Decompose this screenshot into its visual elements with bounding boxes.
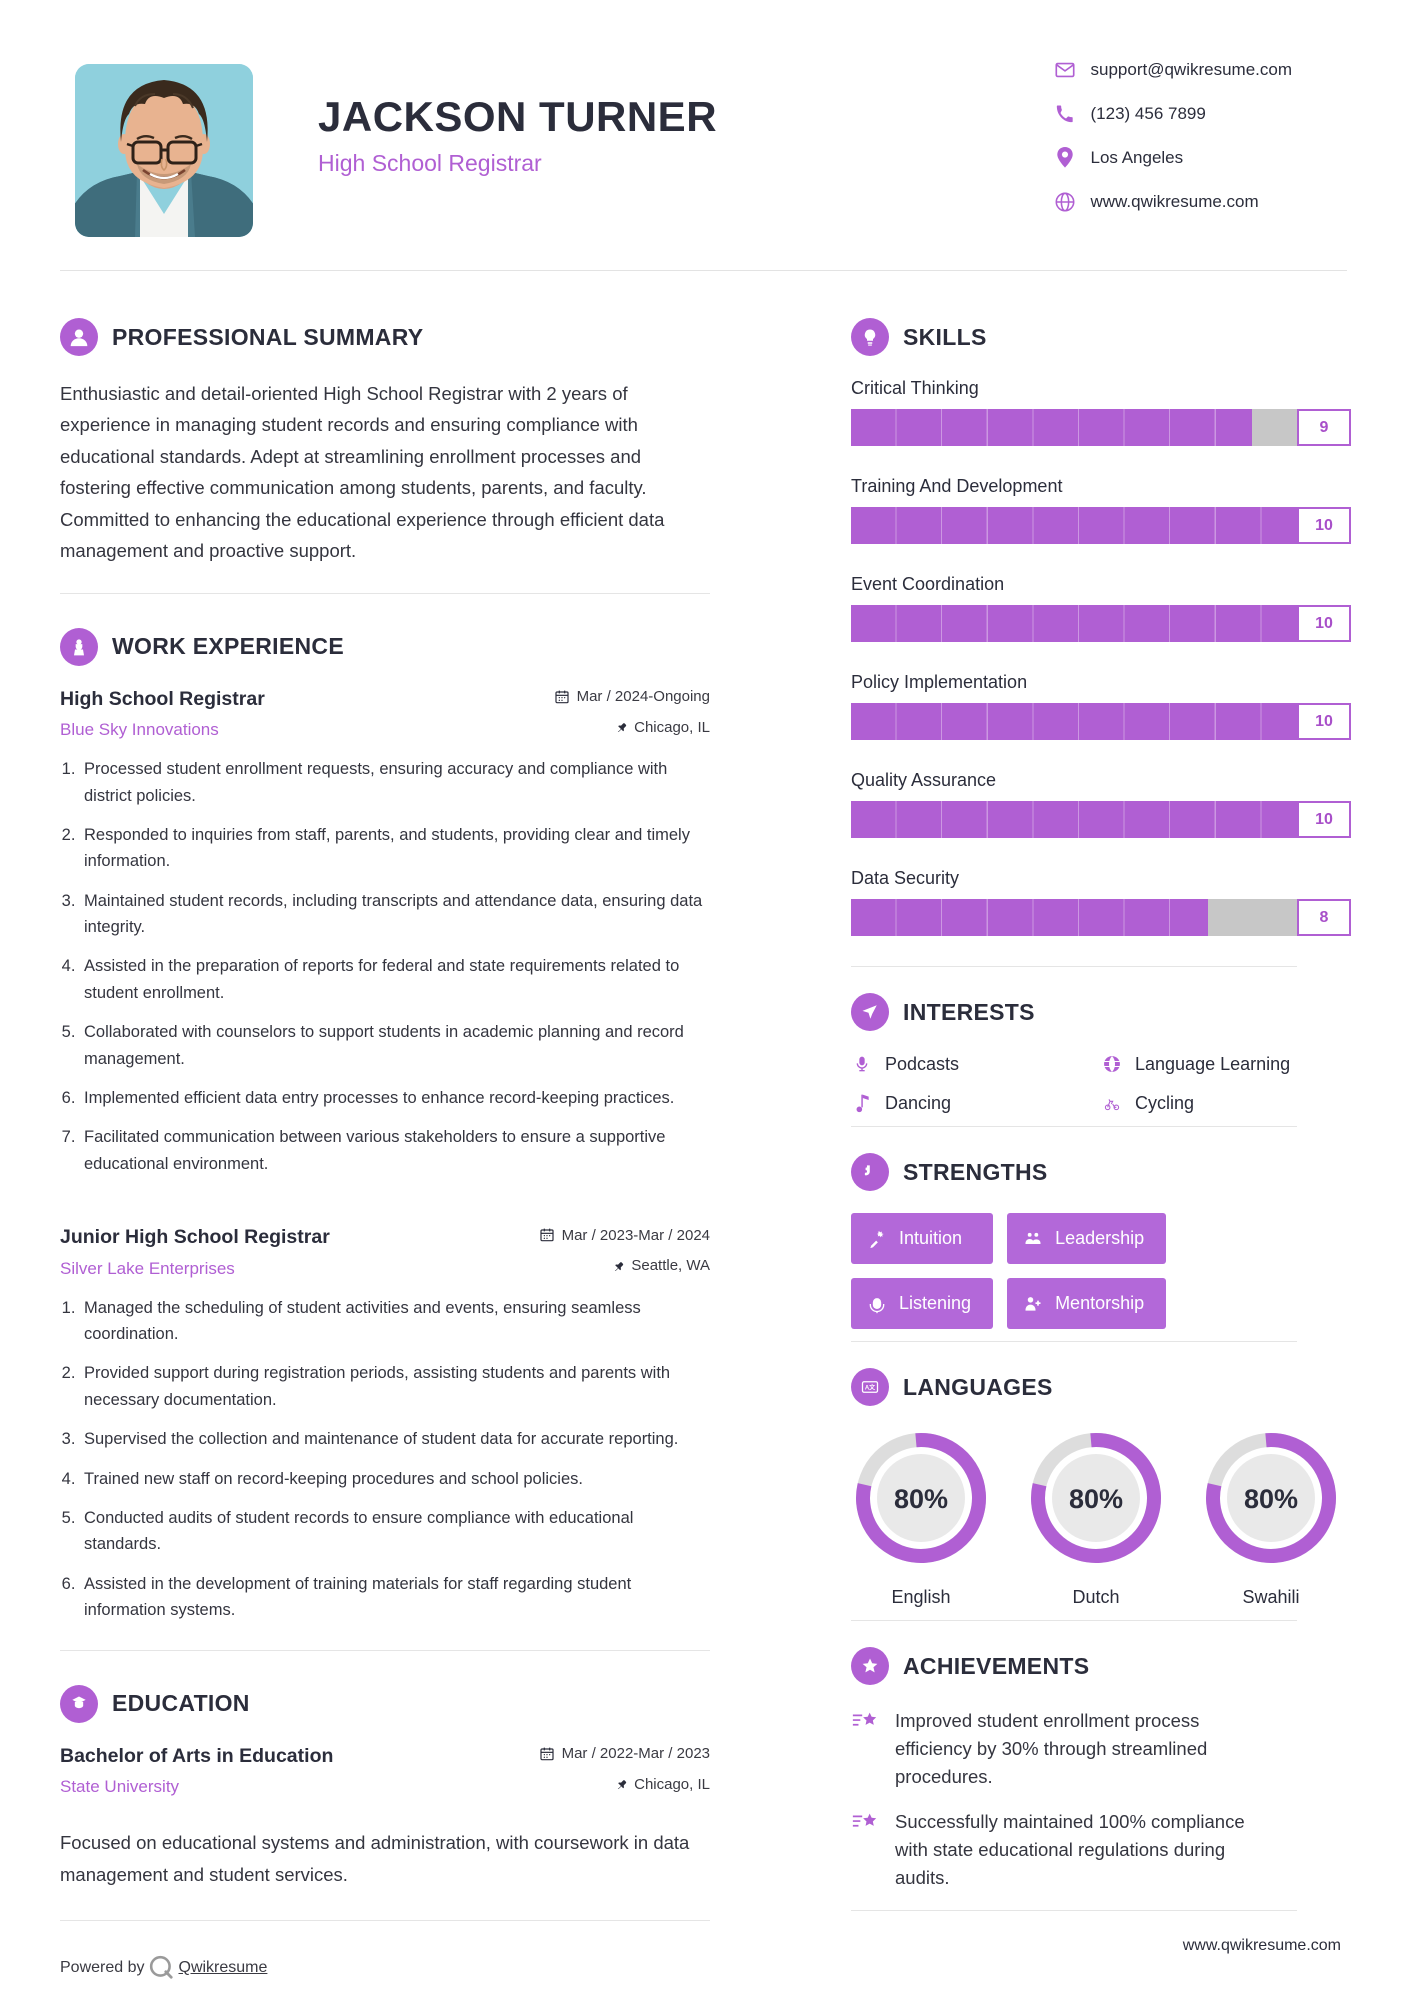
svg-text:80%: 80% <box>894 1484 948 1514</box>
svg-text:80%: 80% <box>1069 1484 1123 1514</box>
svg-text:80%: 80% <box>1244 1484 1298 1514</box>
svg-text:A文: A文 <box>865 1383 876 1391</box>
